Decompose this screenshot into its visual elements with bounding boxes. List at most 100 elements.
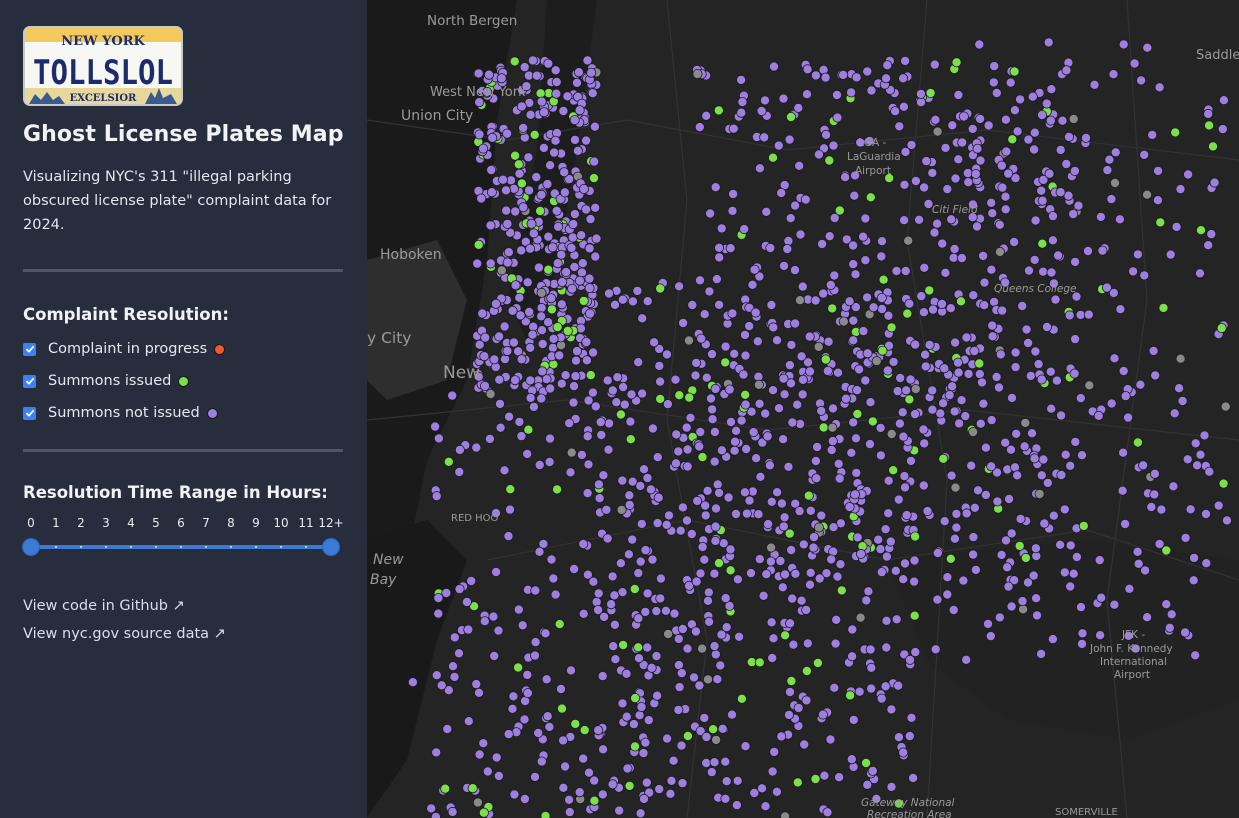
complaint-point[interactable]	[1048, 211, 1059, 222]
complaint-point[interactable]	[746, 406, 757, 417]
complaint-point[interactable]	[426, 803, 437, 814]
complaint-point[interactable]	[536, 302, 547, 313]
complaint-point[interactable]	[1015, 513, 1026, 524]
complaint-point[interactable]	[1095, 630, 1106, 641]
complaint-point[interactable]	[967, 199, 978, 210]
complaint-point[interactable]	[647, 554, 658, 565]
complaint-point[interactable]	[881, 642, 892, 653]
complaint-point[interactable]	[916, 97, 927, 108]
complaint-point[interactable]	[525, 243, 536, 254]
complaint-point[interactable]	[562, 325, 573, 336]
complaint-point[interactable]	[946, 470, 957, 481]
complaint-point[interactable]	[569, 261, 580, 272]
complaint-point[interactable]	[474, 687, 485, 698]
complaint-point[interactable]	[852, 408, 863, 419]
complaint-point[interactable]	[790, 200, 801, 211]
complaint-point[interactable]	[893, 494, 904, 505]
complaint-point[interactable]	[485, 388, 496, 399]
complaint-point[interactable]	[980, 442, 991, 453]
complaint-point[interactable]	[814, 573, 825, 584]
complaint-point[interactable]	[848, 335, 859, 346]
complaint-point[interactable]	[1053, 250, 1064, 261]
complaint-point[interactable]	[552, 258, 563, 269]
complaint-point[interactable]	[891, 265, 902, 276]
complaint-point[interactable]	[851, 72, 862, 83]
complaint-point[interactable]	[741, 508, 752, 519]
complaint-point[interactable]	[732, 775, 743, 786]
complaint-point[interactable]	[1109, 599, 1120, 610]
complaint-point[interactable]	[942, 184, 953, 195]
complaint-point[interactable]	[578, 539, 589, 550]
complaint-point[interactable]	[919, 182, 930, 193]
complaint-point[interactable]	[617, 698, 628, 709]
complaint-point[interactable]	[522, 448, 533, 459]
complaint-point[interactable]	[910, 409, 921, 420]
complaint-point[interactable]	[1047, 634, 1058, 645]
complaint-point[interactable]	[787, 593, 798, 604]
complaint-point[interactable]	[709, 568, 720, 579]
complaint-point[interactable]	[576, 267, 587, 278]
complaint-point[interactable]	[826, 444, 837, 455]
complaint-point[interactable]	[729, 445, 740, 456]
complaint-point[interactable]	[724, 384, 735, 395]
complaint-point[interactable]	[710, 535, 721, 546]
complaint-point[interactable]	[784, 528, 795, 539]
complaint-point[interactable]	[744, 495, 755, 506]
complaint-point[interactable]	[635, 556, 646, 567]
complaint-point[interactable]	[551, 205, 562, 216]
complaint-point[interactable]	[673, 633, 684, 644]
complaint-point[interactable]	[547, 342, 558, 353]
complaint-point[interactable]	[768, 61, 779, 72]
complaint-point[interactable]	[709, 456, 720, 467]
complaint-point[interactable]	[886, 428, 897, 439]
complaint-point[interactable]	[1029, 144, 1040, 155]
complaint-point[interactable]	[812, 658, 823, 669]
complaint-point[interactable]	[1006, 601, 1017, 612]
complaint-point[interactable]	[789, 265, 800, 276]
complaint-point[interactable]	[725, 544, 736, 555]
complaint-point[interactable]	[540, 810, 551, 818]
complaint-point[interactable]	[510, 206, 521, 217]
complaint-point[interactable]	[729, 348, 740, 359]
complaint-point[interactable]	[474, 97, 485, 108]
complaint-point[interactable]	[991, 88, 1002, 99]
complaint-point[interactable]	[756, 783, 767, 794]
complaint-point[interactable]	[987, 320, 998, 331]
complaint-point[interactable]	[509, 789, 520, 800]
complaint-point[interactable]	[522, 277, 533, 288]
complaint-point[interactable]	[581, 135, 592, 146]
complaint-point[interactable]	[1180, 627, 1191, 638]
complaint-point[interactable]	[1118, 39, 1129, 50]
complaint-point[interactable]	[578, 753, 589, 764]
complaint-point[interactable]	[784, 134, 795, 145]
complaint-point[interactable]	[546, 304, 557, 315]
complaint-point[interactable]	[623, 549, 634, 560]
complaint-point[interactable]	[1142, 42, 1153, 53]
complaint-point[interactable]	[545, 160, 556, 171]
complaint-point[interactable]	[890, 565, 901, 576]
complaint-point[interactable]	[589, 156, 600, 167]
complaint-point[interactable]	[1156, 504, 1167, 515]
complaint-point[interactable]	[900, 146, 911, 157]
complaint-point[interactable]	[530, 637, 541, 648]
complaint-point[interactable]	[585, 214, 596, 225]
complaint-point[interactable]	[836, 585, 847, 596]
complaint-point[interactable]	[848, 417, 859, 428]
complaint-point[interactable]	[878, 274, 889, 285]
complaint-point[interactable]	[757, 437, 768, 448]
complaint-point[interactable]	[795, 229, 806, 240]
complaint-point[interactable]	[643, 715, 654, 726]
complaint-point[interactable]	[569, 564, 580, 575]
complaint-point[interactable]	[454, 466, 465, 477]
complaint-point[interactable]	[1024, 265, 1035, 276]
complaint-point[interactable]	[785, 112, 796, 123]
complaint-point[interactable]	[508, 183, 519, 194]
complaint-point[interactable]	[577, 258, 588, 269]
complaint-point[interactable]	[932, 218, 943, 229]
complaint-point[interactable]	[834, 772, 845, 783]
complaint-point[interactable]	[827, 303, 838, 314]
complaint-point[interactable]	[967, 123, 978, 134]
complaint-point[interactable]	[866, 662, 877, 673]
complaint-point[interactable]	[694, 680, 705, 691]
complaint-point[interactable]	[1115, 304, 1126, 315]
